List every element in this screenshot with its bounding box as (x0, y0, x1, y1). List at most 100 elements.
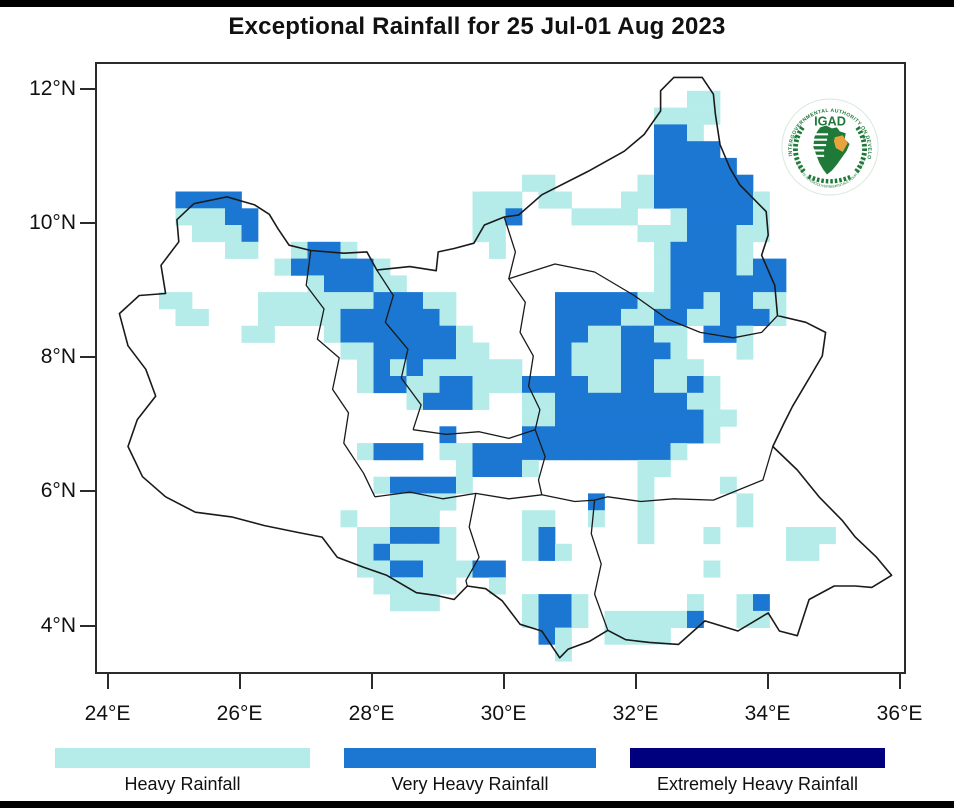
rainfall-cell-very_heavy (406, 359, 424, 377)
rainfall-cell-heavy (538, 191, 556, 209)
rainfall-cell-heavy (175, 292, 193, 310)
rainfall-cell-very_heavy (373, 543, 391, 561)
rainfall-cell-very_heavy (439, 325, 457, 343)
rainfall-cell-heavy (654, 241, 671, 259)
rainfall-cell-very_heavy (555, 426, 572, 444)
state-boundary-line (374, 446, 774, 503)
rainfall-cell-heavy (274, 308, 292, 327)
rainfall-cell-heavy (522, 543, 539, 561)
rainfall-cell-very_heavy (769, 258, 787, 276)
rainfall-cell-very_heavy (406, 325, 424, 343)
rainfall-cell-heavy (522, 174, 539, 192)
rainfall-cell-very_heavy (753, 275, 770, 293)
lat-tick-label: 6°N (40, 479, 76, 503)
rainfall-cell-heavy (291, 292, 308, 310)
rainfall-cell-heavy (192, 208, 209, 226)
lat-tick-label: 4°N (40, 613, 76, 637)
rainfall-cell-heavy (703, 376, 721, 394)
rainfall-cell-heavy (670, 443, 688, 461)
rainfall-cell-very_heavy (687, 191, 704, 209)
rainfall-cell-heavy (456, 325, 473, 343)
igad-logo-svg: INTERGOVERNMENTAL AUTHORITY ON DEVELOPME… (779, 94, 879, 196)
rainfall-cell-heavy (753, 292, 770, 310)
rainfall-cell-very_heavy (654, 174, 671, 192)
rainfall-cell-heavy (505, 191, 523, 209)
rainfall-cell-very_heavy (621, 443, 638, 461)
rainfall-cell-heavy (390, 543, 407, 561)
map-plot (95, 62, 906, 674)
rainfall-cell-heavy (439, 577, 457, 595)
rainfall-cell-very_heavy (687, 258, 704, 276)
rainfall-cell-heavy (703, 292, 721, 310)
rainfall-cell-heavy (324, 292, 341, 310)
rainfall-cell-heavy (571, 610, 589, 629)
rainfall-cell-very_heavy (423, 392, 440, 410)
rainfall-cell-heavy (621, 191, 638, 209)
rainfall-cell-heavy (406, 493, 424, 511)
rainfall-cell-heavy (670, 325, 688, 343)
rainfall-cell-very_heavy (670, 426, 688, 444)
rainfall-cell-very_heavy (390, 292, 407, 310)
rainfall-cell-heavy (637, 527, 655, 545)
state-boundary-line (305, 250, 376, 498)
rainfall-cell-very_heavy (340, 258, 358, 276)
rainfall-cell-heavy (670, 208, 688, 226)
rainfall-cell-heavy (208, 208, 226, 226)
rainfall-cell-very_heavy (340, 325, 358, 343)
rainfall-cell-heavy (373, 560, 391, 578)
rainfall-cell-very_heavy (439, 392, 457, 410)
rainfall-cell-heavy (637, 510, 655, 528)
lon-tick-mark (634, 674, 637, 689)
rainfall-cell-heavy (637, 308, 655, 327)
rainfall-cell-very_heavy (670, 157, 688, 176)
rainfall-cell-very_heavy (555, 594, 572, 612)
rainfall-cell-heavy (307, 308, 325, 327)
rainfall-cell-very_heavy (489, 443, 506, 461)
rainfall-cell-very_heavy (505, 459, 523, 478)
rainfall-cell-heavy (604, 325, 622, 343)
rainfall-cell-heavy (687, 308, 704, 327)
state-boundary-line (465, 493, 480, 587)
rainfall-cell-very_heavy (670, 292, 688, 310)
rainfall-cell-very_heavy (703, 141, 721, 159)
logo-africa-map-icon (797, 125, 850, 175)
rainfall-cell-very_heavy (373, 308, 391, 327)
rainfall-cell-heavy (192, 225, 209, 243)
legend-swatch (344, 748, 596, 768)
rainfall-cell-very_heavy (373, 359, 391, 377)
rainfall-cell-heavy (340, 342, 358, 360)
state-boundary-line (590, 500, 609, 631)
rainfall-cell-heavy (373, 476, 391, 494)
rainfall-cell-heavy (357, 292, 374, 310)
rainfall-cell-heavy (373, 527, 391, 545)
rainfall-cell-heavy (654, 325, 671, 343)
rainfall-cell-very_heavy (555, 409, 572, 427)
rainfall-cell-heavy (406, 392, 424, 410)
rainfall-cell-heavy (637, 292, 655, 310)
rainfall-cell-very_heavy (538, 376, 556, 394)
rainfall-cell-very_heavy (324, 241, 341, 259)
lat-tick-mark (80, 87, 95, 90)
rainfall-cell-very_heavy (670, 275, 688, 293)
rainfall-cell-very_heavy (406, 443, 424, 461)
rainfall-cell-very_heavy (571, 426, 589, 444)
rainfall-cell-heavy (769, 308, 787, 327)
rainfall-cell-very_heavy (225, 208, 242, 226)
rainfall-cell-very_heavy (588, 443, 605, 461)
rainfall-cell-heavy (720, 409, 737, 427)
rainfall-cell-heavy (670, 342, 688, 360)
rainfall-cell-very_heavy (571, 409, 589, 427)
rainfall-cell-heavy (439, 443, 457, 461)
logo-star-right-icon: ★ (861, 134, 866, 141)
rainfall-cell-heavy (703, 426, 721, 444)
top-border-bar (0, 0, 954, 7)
rainfall-cell-heavy (505, 359, 523, 377)
lat-tick-mark (80, 624, 95, 627)
rainfall-cell-heavy (390, 594, 407, 612)
rainfall-cell-heavy (703, 560, 721, 578)
rainfall-cell-heavy (802, 543, 820, 561)
rainfall-cell-very_heavy (472, 459, 490, 478)
rainfall-cell-heavy (687, 90, 704, 108)
rainfall-cell-very_heavy (406, 560, 424, 578)
rainfall-cell-heavy (472, 376, 490, 394)
